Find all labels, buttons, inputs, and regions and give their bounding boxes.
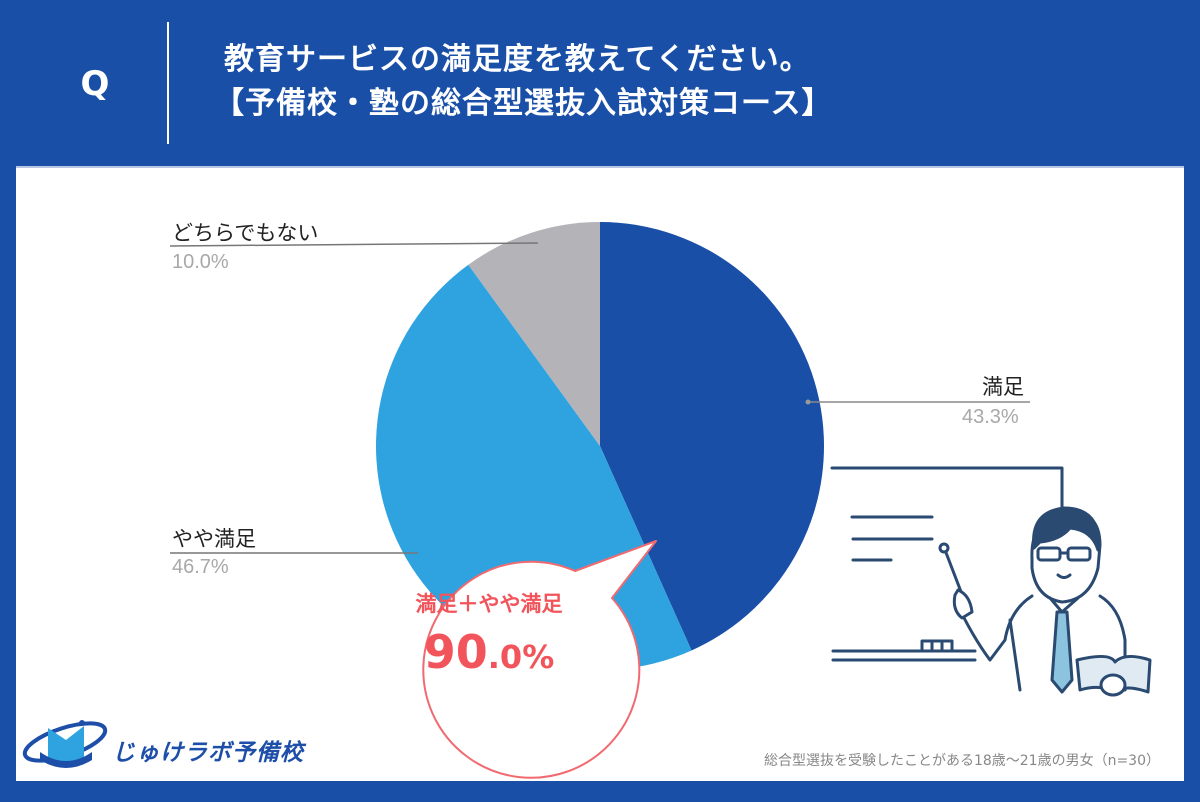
logo-icon	[22, 720, 108, 768]
label-satisfied: 満足	[982, 375, 1024, 399]
teacher-illustration-icon	[830, 466, 1152, 697]
sample-footnote: 総合型選抜を受験したことがある18歳～21歳の男女（n=30）	[763, 753, 1160, 769]
title-line-1: 教育サービスの満足度を教えてください。	[224, 42, 811, 77]
pct-somewhat: 46.7%	[172, 556, 229, 578]
callout-value-int: 90	[423, 625, 488, 679]
label-neutral: どちらでもない	[172, 221, 319, 245]
header-banner: Q 教育サービスの満足度を教えてください。 【予備校・塾の総合型選抜入試対策コー…	[0, 0, 1200, 166]
title-line-2: 【予備校・塾の総合型選抜入試対策コース】	[214, 86, 833, 121]
leader-dot-satisfied	[805, 399, 811, 405]
header-divider	[167, 22, 169, 144]
question-mark: Q	[80, 64, 110, 104]
callout-value-dec: .0%	[487, 638, 555, 676]
slice-neutral	[468, 222, 600, 446]
callout-label: 満足＋やや満足	[415, 592, 563, 616]
leader-line-neutral	[169, 242, 539, 247]
pct-neutral: 10.0%	[172, 251, 229, 273]
label-somewhat: やや満足	[172, 527, 256, 551]
callout-bubble	[422, 540, 657, 779]
pct-satisfied: 43.3%	[962, 406, 1019, 428]
page-title: 教育サービスの満足度を教えてください。 【予備校・塾の総合型選抜入試対策コース】	[214, 38, 833, 126]
logo-text: じゅけラボ予備校	[112, 740, 304, 766]
slice-satisfied	[600, 222, 825, 651]
callout-value: 90.0%	[384, 625, 594, 679]
